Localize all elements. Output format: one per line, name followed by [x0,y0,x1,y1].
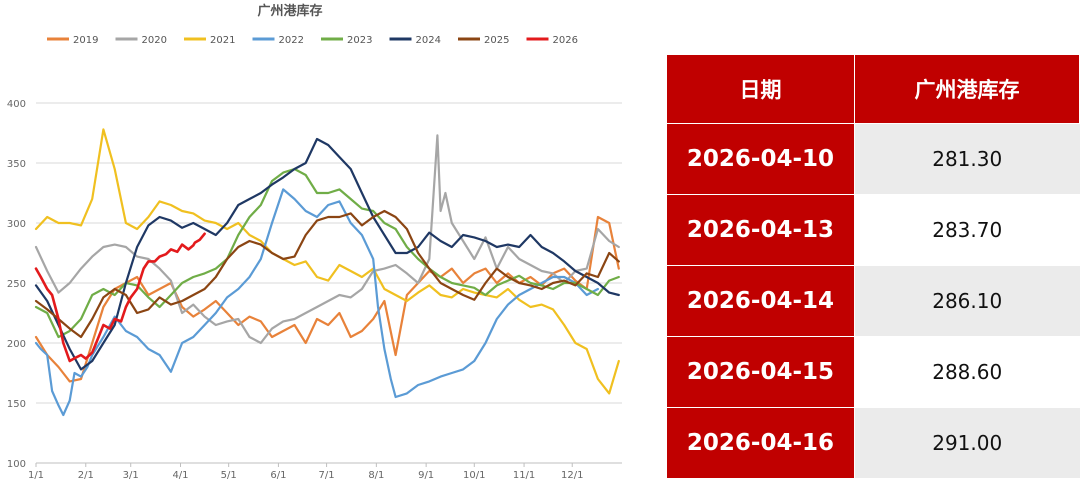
legend-label: 2026 [553,35,578,46]
row-date: 2026-04-16 [666,407,855,479]
series-line-2019 [34,215,620,383]
x-tick-label: 2/1 [78,470,94,481]
row-date: 2026-04-13 [666,194,855,266]
row-date: 2026-04-10 [666,123,855,195]
y-tick-label: 400 [7,99,26,110]
x-tick-label: 5/1 [221,470,237,481]
table-row: 2026-04-15 288.60 [666,336,1080,408]
legend-label: 2022 [279,35,304,46]
y-tick-label: 150 [7,399,26,410]
legend-label: 2024 [416,35,441,46]
row-value: 283.70 [854,194,1080,266]
x-tick-label: 12/1 [561,470,583,481]
y-tick-label: 100 [7,459,26,470]
chart-panel: 广州港库存 2019 2020 2021 2022 2023 2024 2025 2026 1… [7,3,622,481]
row-date: 2026-04-15 [666,336,855,408]
table-row: 2026-04-10 281.30 [666,123,1080,195]
x-tick-label: 3/1 [123,470,139,481]
x-axis: 1/1 2/1 3/1 4/1 5/1 6/1 7/1 8/1 9/1 10/1 11/1 12/1 [28,462,622,481]
row-value: 288.60 [854,336,1080,408]
table-row: 2026-04-14 286.10 [666,265,1080,337]
x-tick-label: 4/1 [172,470,188,481]
series-line-2021 [34,128,620,395]
table-row: 2026-04-13 283.70 [666,194,1080,266]
legend-label: 2023 [347,35,372,46]
legend-label: 2021 [210,35,235,46]
x-tick-label: 7/1 [319,470,335,481]
series-line-2022 [34,188,600,417]
y-axis: 100 150 200 250 300 350 400 [7,99,26,470]
x-tick-label: 1/1 [28,470,44,481]
table-row: 2026-04-16 291.00 [666,407,1080,479]
legend-label: 2020 [142,35,167,46]
y-tick-label: 300 [7,219,26,230]
series-line-2023 [34,167,620,339]
row-value: 291.00 [854,407,1080,479]
series-line-2020 [34,134,620,345]
x-tick-label: 9/1 [418,470,434,481]
series-group [34,128,620,417]
legend: 2019 2020 2021 2022 2023 2024 2025 2026 [47,35,578,46]
x-tick-label: 6/1 [270,470,286,481]
header-value: 广州港库存 [853,54,1080,124]
series-line-2025 [34,209,620,339]
chart-title: 广州港库存 [257,3,322,19]
table-header-row: 日期 广州港库存 [666,54,1080,124]
header-date: 日期 [666,54,855,124]
x-tick-label: 10/1 [463,470,485,481]
y-tick-label: 250 [7,279,26,290]
data-table: 日期 广州港库存 2026-04-10 281.30 2026-04-13 28… [666,54,1080,479]
row-value: 286.10 [854,265,1080,337]
y-tick-label: 200 [7,339,26,350]
series-line-2026 [34,232,206,363]
line-chart: 广州港库存 2019 2020 2021 2022 2023 2024 2025 2026 1… [7,3,622,481]
row-date: 2026-04-14 [666,265,855,337]
y-tick-label: 350 [7,159,26,170]
x-tick-label: 8/1 [368,470,384,481]
x-tick-label: 11/1 [513,470,535,481]
legend-label: 2019 [73,35,98,46]
series-line-2024 [34,137,620,371]
row-value: 281.30 [854,123,1080,195]
legend-label: 2025 [484,35,509,46]
